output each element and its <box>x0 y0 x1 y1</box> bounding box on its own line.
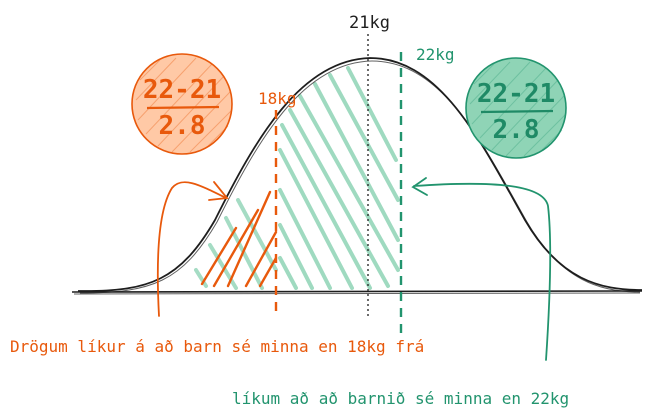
baseline-axis <box>71 290 643 293</box>
orange-caption: Drögum líkur á að barn sé minna en 18kg … <box>10 337 424 356</box>
green-hatching <box>278 66 400 290</box>
green-fraction-circle: 22-21 2.8 <box>465 57 567 159</box>
green-fraction-bar <box>480 109 554 114</box>
baseline-axis-sketch <box>73 292 641 295</box>
green-denominator: 2.8 <box>493 115 540 145</box>
orange-fraction-bar <box>146 105 220 110</box>
green-arrow <box>411 177 552 361</box>
green-caption: líkum að að barnið sé minna en 22kg <box>232 389 569 408</box>
orange-fraction-circle: 22-21 2.8 <box>131 53 233 155</box>
orange-arrow <box>156 181 229 317</box>
orange-hatching <box>200 190 278 288</box>
mean-label: 21kg <box>349 13 390 33</box>
orange-denominator: 2.8 <box>159 111 206 141</box>
green-numerator: 22-21 <box>477 79 555 109</box>
green-line-label: 22kg <box>416 45 455 64</box>
orange-numerator: 22-21 <box>143 75 221 105</box>
orange-line-label: 18kg <box>258 89 297 108</box>
